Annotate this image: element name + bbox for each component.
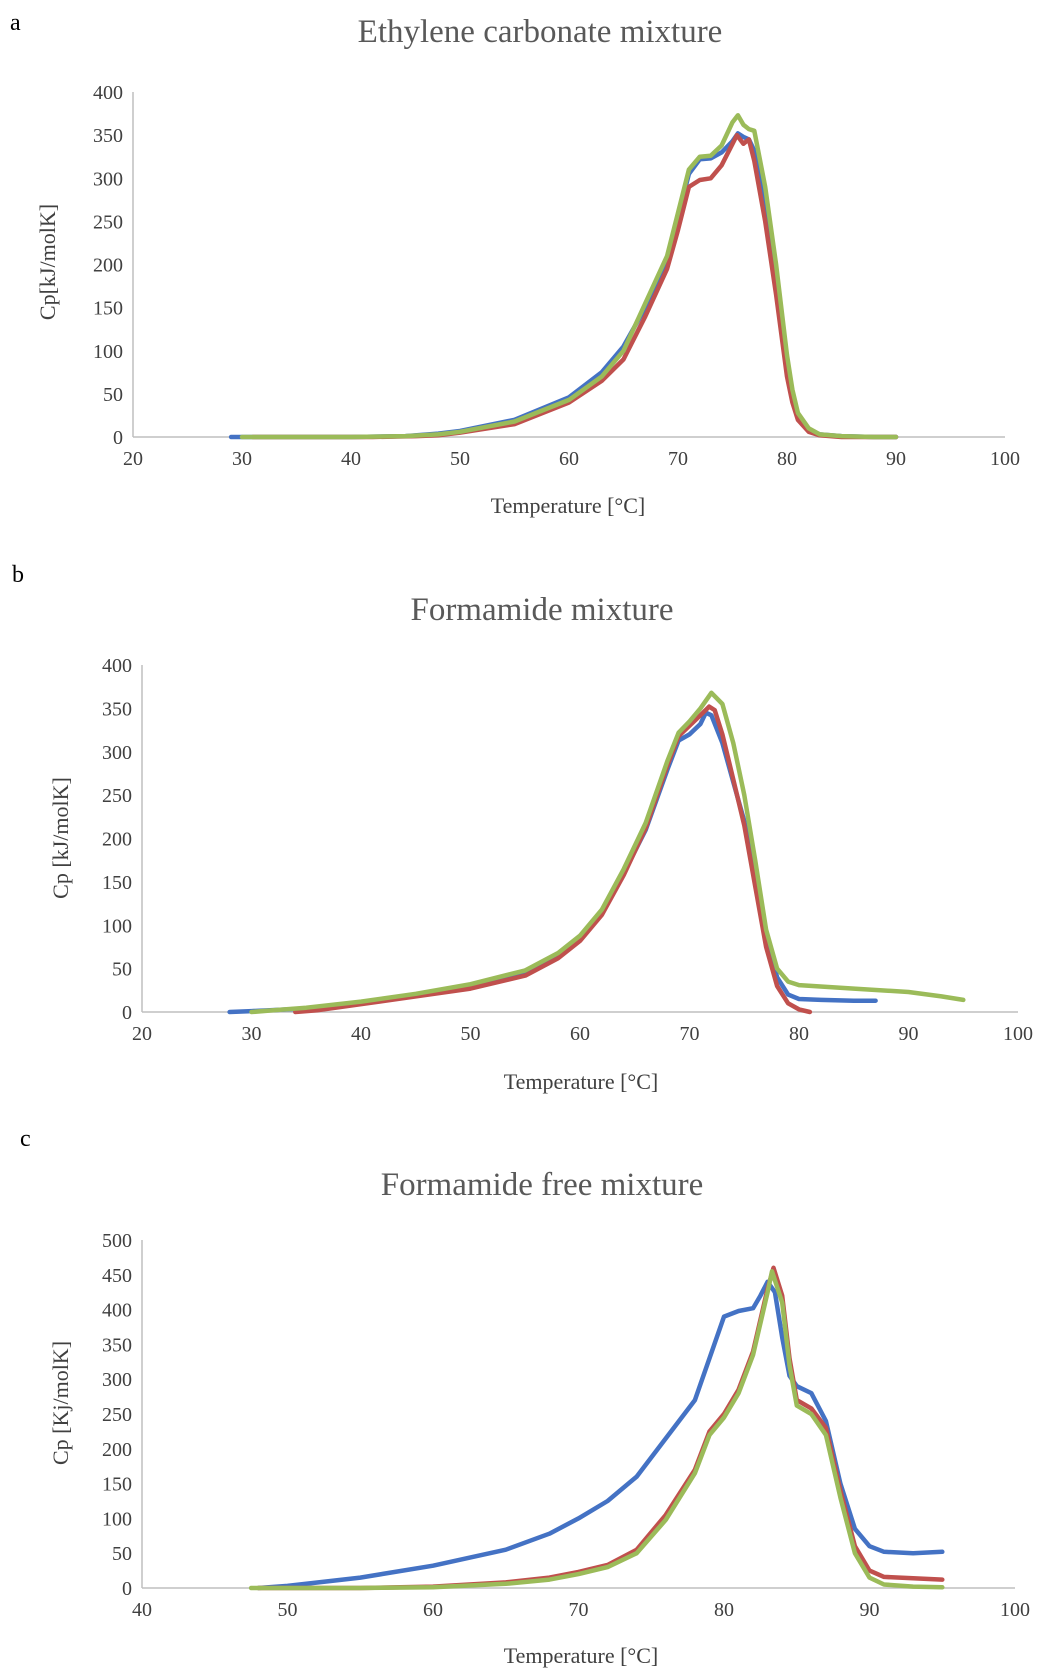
chart-b-y-tick-label: 0 bbox=[122, 1002, 132, 1024]
chart-a-y-tick-label: 100 bbox=[93, 341, 123, 363]
chart-c-x-tick-label: 80 bbox=[714, 1599, 734, 1621]
chart-c-y-tick-label: 450 bbox=[102, 1265, 132, 1287]
chart-c-x-tick-label: 90 bbox=[860, 1599, 880, 1621]
chart-a-y-tick-label: 150 bbox=[93, 298, 123, 320]
chart-a-y-tick-label: 200 bbox=[93, 255, 123, 277]
chart-b-y-axis-title: Cp [kJ/molK] bbox=[48, 777, 73, 899]
chart-b-y-tick-label: 300 bbox=[102, 742, 132, 764]
chart-c-series-3-line bbox=[248, 1269, 945, 1591]
chart-c-y-tick-label: 200 bbox=[102, 1439, 132, 1461]
chart-c-y-tick-label: 300 bbox=[102, 1369, 132, 1391]
chart-b-x-tick-label: 70 bbox=[680, 1023, 700, 1045]
chart-b-y-tick-label: 100 bbox=[102, 915, 132, 937]
chart-a-y-tick-label: 250 bbox=[93, 211, 123, 233]
chart-b-x-tick-label: 100 bbox=[1003, 1023, 1033, 1045]
chart-a-series-3-line bbox=[239, 113, 899, 440]
chart-b-x-tick-label: 60 bbox=[570, 1023, 590, 1045]
chart-a-y-tick-label: 50 bbox=[103, 384, 123, 406]
chart-b-y-tick-label: 50 bbox=[112, 959, 132, 981]
chart-b-x-tick-label: 90 bbox=[899, 1023, 919, 1045]
chart-b-y-tick-label: 150 bbox=[102, 872, 132, 894]
chart-c-series-1-line bbox=[256, 1279, 945, 1591]
chart-c-x-axis-title: Temperature [°C] bbox=[504, 1643, 658, 1668]
chart-a-x-tick-label: 70 bbox=[668, 448, 688, 470]
chart-a-x-axis-title: Temperature [°C] bbox=[491, 493, 645, 518]
chart-a-x-tick-label: 20 bbox=[123, 448, 143, 470]
chart-a-x-tick-label: 80 bbox=[777, 448, 797, 470]
chart-c-y-tick-label: 50 bbox=[112, 1543, 132, 1565]
chart-a-title: Ethylene carbonate mixture bbox=[358, 14, 723, 50]
chart-b-y-tick-label: 200 bbox=[102, 829, 132, 851]
chart-b-series-2-line bbox=[293, 704, 813, 1015]
panel-label-c: c bbox=[20, 1126, 31, 1152]
chart-b-x-tick-label: 20 bbox=[132, 1023, 152, 1045]
chart-c-x-tick-label: 70 bbox=[569, 1599, 589, 1621]
chart-c-plot-area: 0 50 100 150 200 250 300 350 400 450 500 40 50 60 70 80… bbox=[102, 1230, 1030, 1621]
chart-b-y-tick-label: 400 bbox=[102, 655, 132, 677]
chart-a-x-tick-label: 50 bbox=[450, 448, 470, 470]
chart-c-title: Formamide free mixture bbox=[381, 1167, 704, 1203]
chart-a-series-2-line bbox=[250, 132, 899, 440]
chart-a-y-tick-label: 400 bbox=[93, 82, 123, 104]
chart-b-y-tick-label: 250 bbox=[102, 785, 132, 807]
panel-label-a: a bbox=[10, 10, 21, 36]
chart-c-y-tick-label: 400 bbox=[102, 1300, 132, 1322]
chart-a-plot-area: 0 50 100 150 200 250 300 350 400 20 30 40 50 60 70 80 90… bbox=[93, 82, 1020, 470]
chart-a-series-1-line bbox=[228, 131, 899, 440]
chart-a-y-tick-label: 300 bbox=[93, 168, 123, 190]
chart-b-x-axis-title: Temperature [°C] bbox=[504, 1069, 658, 1094]
chart-a-x-tick-label: 30 bbox=[232, 448, 252, 470]
chart-a-x-tick-label: 100 bbox=[990, 448, 1020, 470]
chart-b-series-3-line bbox=[249, 690, 966, 1015]
chart-b-x-tick-label: 80 bbox=[789, 1023, 809, 1045]
chart-b-x-tick-label: 40 bbox=[351, 1023, 371, 1045]
chart-c-y-tick-label: 100 bbox=[102, 1508, 132, 1530]
chart-a-y-tick-label: 0 bbox=[113, 427, 123, 449]
chart-c-y-tick-label: 0 bbox=[122, 1578, 132, 1600]
chart-b-title: Formamide mixture bbox=[410, 592, 673, 628]
chart-c-x-tick-label: 50 bbox=[278, 1599, 298, 1621]
chart-b-y-tick-label: 350 bbox=[102, 698, 132, 720]
chart-c-x-tick-label: 100 bbox=[1000, 1599, 1030, 1621]
chart-c-y-tick-label: 500 bbox=[102, 1230, 132, 1252]
panel-label-b: b bbox=[12, 562, 24, 588]
chart-c-x-tick-label: 40 bbox=[132, 1599, 152, 1621]
chart-c-y-tick-label: 150 bbox=[102, 1474, 132, 1496]
chart-b-x-tick-label: 50 bbox=[461, 1023, 481, 1045]
chart-c-y-axis-title: Cp [Kj/molK] bbox=[48, 1341, 73, 1465]
chart-c-y-tick-label: 350 bbox=[102, 1334, 132, 1356]
chart-c-x-tick-label: 60 bbox=[423, 1599, 443, 1621]
chart-a-x-tick-label: 60 bbox=[559, 448, 579, 470]
chart-a-y-tick-label: 350 bbox=[93, 125, 123, 147]
chart-a-x-tick-label: 40 bbox=[341, 448, 361, 470]
chart-a-y-axis-title: Cp[kJ/molK] bbox=[35, 204, 60, 320]
chart-a-x-tick-label: 90 bbox=[886, 448, 906, 470]
chart-b-plot-area: 0 50 100 150 200 250 300 350 400 20 30 40 50 60 70 80 90… bbox=[102, 655, 1033, 1045]
chart-c-series-2-line bbox=[256, 1265, 945, 1591]
chart-b-x-tick-label: 30 bbox=[242, 1023, 262, 1045]
chart-c-y-tick-label: 250 bbox=[102, 1404, 132, 1426]
